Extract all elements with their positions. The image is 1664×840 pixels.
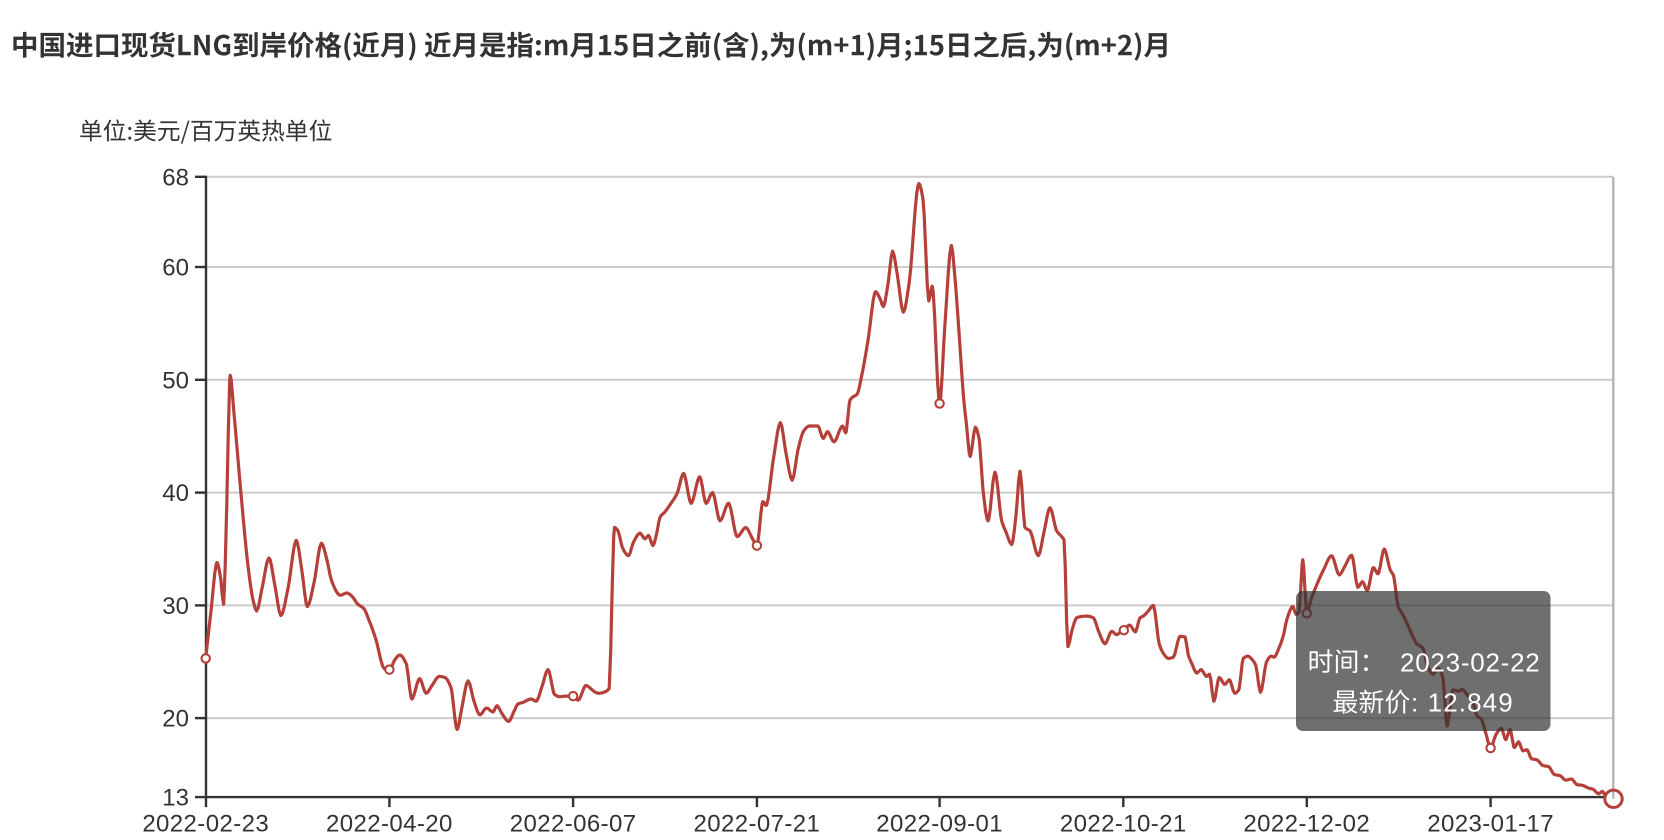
svg-text:68: 68	[162, 164, 189, 191]
svg-text:50: 50	[162, 367, 189, 394]
svg-text:2022-06-07: 2022-06-07	[510, 811, 637, 838]
svg-text:2022-07-21: 2022-07-21	[694, 811, 821, 838]
svg-text:2022-12-02: 2022-12-02	[1243, 811, 1370, 838]
svg-text:20: 20	[162, 706, 189, 733]
svg-text:2023-01-17: 2023-01-17	[1427, 811, 1554, 838]
svg-text:40: 40	[162, 480, 189, 507]
svg-text:2022-04-20: 2022-04-20	[326, 811, 453, 838]
svg-text:30: 30	[162, 593, 189, 620]
svg-text:2022-09-01: 2022-09-01	[876, 811, 1003, 838]
svg-text:2023-02-22: 2023-02-22	[1400, 648, 1541, 678]
svg-text:: 12.849: : 12.849	[1411, 688, 1514, 718]
svg-text:60: 60	[162, 255, 189, 282]
svg-text:2022-02-23: 2022-02-23	[142, 811, 269, 838]
svg-text:13: 13	[162, 785, 189, 812]
svg-text:2022-10-21: 2022-10-21	[1060, 811, 1187, 838]
